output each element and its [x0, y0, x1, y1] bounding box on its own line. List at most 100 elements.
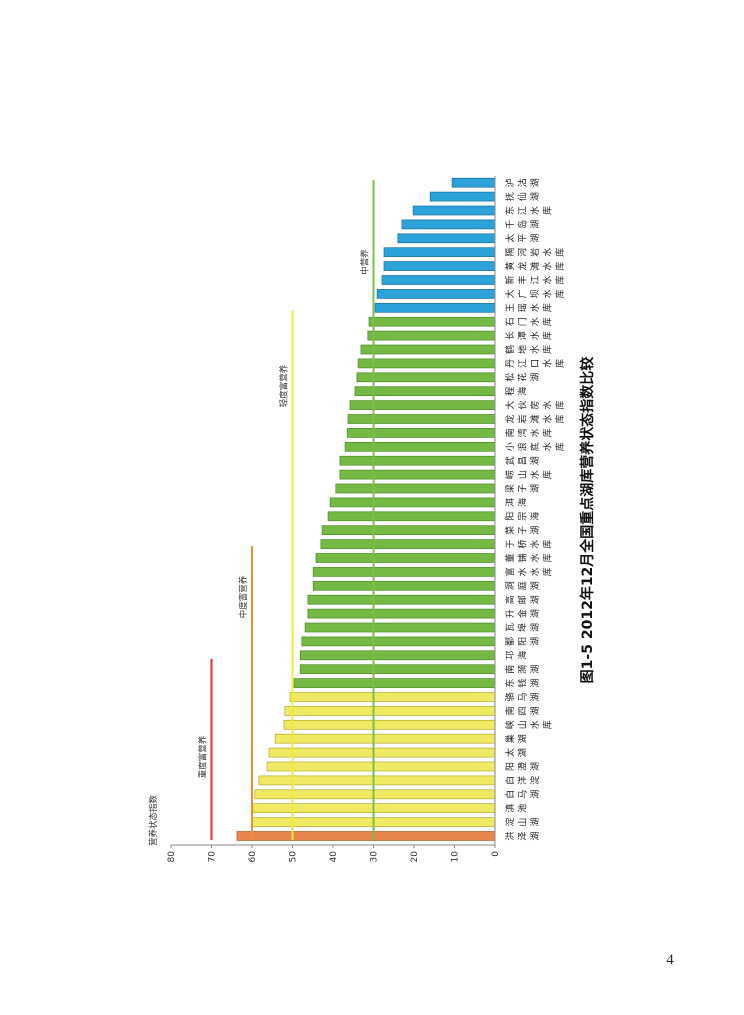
bar	[304, 622, 496, 633]
bar	[307, 608, 496, 619]
tick-label: 30	[370, 851, 380, 863]
bar	[320, 539, 496, 549]
bar	[301, 636, 496, 647]
bar	[258, 775, 496, 786]
category-label: 小浪底水库	[505, 439, 566, 452]
bar	[236, 831, 496, 841]
bar	[315, 553, 496, 563]
bar	[335, 483, 496, 494]
tick-label: 40	[329, 851, 339, 863]
category-label: 瓦埠湖	[505, 619, 541, 632]
category-label: 丹江口水库	[505, 355, 566, 368]
bar	[374, 302, 496, 313]
tick-label: 50	[289, 851, 299, 863]
bar	[299, 650, 496, 661]
bar	[397, 233, 496, 244]
bar	[349, 400, 496, 410]
bar	[312, 567, 496, 577]
category-label: 骆马湖	[504, 689, 541, 702]
category-label: 峡山水库	[504, 717, 554, 730]
category-label: 松花湖	[504, 369, 541, 382]
category-label: 隔河岩水库	[505, 244, 566, 257]
tick-label: 70	[208, 851, 218, 863]
category-label: 于桥水库	[505, 536, 554, 549]
category-label: 鹤地水库	[504, 341, 554, 354]
bar	[327, 511, 496, 522]
bar	[293, 678, 496, 688]
bar	[339, 455, 496, 466]
category-label: 白洋淀	[504, 772, 541, 785]
bar	[283, 719, 496, 730]
bar	[376, 289, 496, 299]
figure-caption: 图1-5 2012年12月全国重点湖库营养状态指数比较	[579, 357, 596, 684]
reference-line-label: 重度富营养	[198, 735, 209, 778]
bar	[360, 344, 496, 355]
bar	[357, 358, 496, 369]
category-labels-layer: 洪泽湖淀山湖滇池白马湖白洋淀阳澄湖太湖巢湖峡山水库南四湖骆马湖东钱湖南漪湖邛海鄱…	[504, 175, 566, 841]
category-label: 南四湖	[504, 703, 541, 716]
category-label: 大广坝水库	[504, 286, 566, 299]
value-axis-title: 营养状态指数	[148, 794, 159, 846]
category-label: 洞庭湖	[505, 578, 541, 591]
tick-label: 20	[410, 851, 420, 863]
category-label: 南漪湖	[504, 661, 541, 674]
category-label: 武昌湖	[504, 453, 541, 466]
category-label: 邛海	[505, 647, 529, 660]
page-number: 4	[666, 952, 674, 968]
category-label: 梁子湖	[504, 480, 541, 493]
bar	[368, 316, 496, 327]
bar	[383, 261, 496, 271]
category-label: 程海	[505, 383, 529, 396]
tick-label: 60	[248, 851, 258, 863]
bar	[284, 706, 496, 716]
tick-label: 10	[451, 851, 461, 863]
bar	[412, 205, 496, 216]
category-label: 东江水库	[504, 202, 554, 215]
bar	[268, 747, 496, 758]
bar	[329, 497, 496, 508]
bar	[401, 219, 496, 230]
category-label: 洪泽湖	[504, 828, 541, 841]
category-label: 崂山水库	[505, 467, 554, 480]
category-label: 升金湖	[505, 606, 541, 619]
category-label: 巢湖	[504, 731, 529, 744]
category-label: 龙岩滩水库	[504, 411, 566, 424]
category-label: 石门水库	[506, 314, 554, 327]
bar	[289, 692, 496, 702]
bar	[266, 761, 496, 772]
bar	[346, 428, 496, 438]
bar	[451, 177, 496, 188]
reference-line-label: 中度富营养	[238, 575, 249, 618]
category-label: 王瑶水库	[505, 300, 554, 313]
bar	[347, 414, 496, 424]
category-label: 滇池	[504, 800, 529, 813]
category-label: 新丰江水库	[504, 272, 566, 285]
bar	[254, 789, 496, 800]
category-label: 洱海	[505, 494, 529, 507]
bar	[356, 372, 496, 383]
bars-layer	[236, 177, 496, 841]
bar	[299, 664, 496, 675]
bar	[344, 441, 496, 452]
category-label: 富水水库	[504, 564, 554, 577]
category-label: 阳宗海	[505, 508, 541, 521]
category-label: 泸沽湖	[505, 175, 541, 188]
category-label: 太湖	[504, 745, 529, 758]
category-label: 南湾水库	[504, 425, 554, 438]
bar	[429, 191, 496, 202]
bar	[383, 247, 496, 258]
category-label: 阳澄湖	[505, 758, 541, 771]
bar	[354, 386, 496, 397]
bar	[339, 469, 496, 480]
category-label: 长潭水库	[504, 328, 554, 341]
category-label: 抚仙湖	[504, 189, 541, 202]
category-label: 董铺水库	[504, 550, 554, 563]
ticks-layer: 0 10 20 30 40 50 60 70 80	[167, 845, 501, 862]
category-label: 黄龙滩水库	[504, 258, 566, 271]
category-label: 鄱阳湖	[505, 633, 541, 646]
category-label: 东钱湖	[504, 675, 541, 688]
bar	[312, 580, 496, 591]
category-label: 千岛湖	[505, 216, 541, 229]
